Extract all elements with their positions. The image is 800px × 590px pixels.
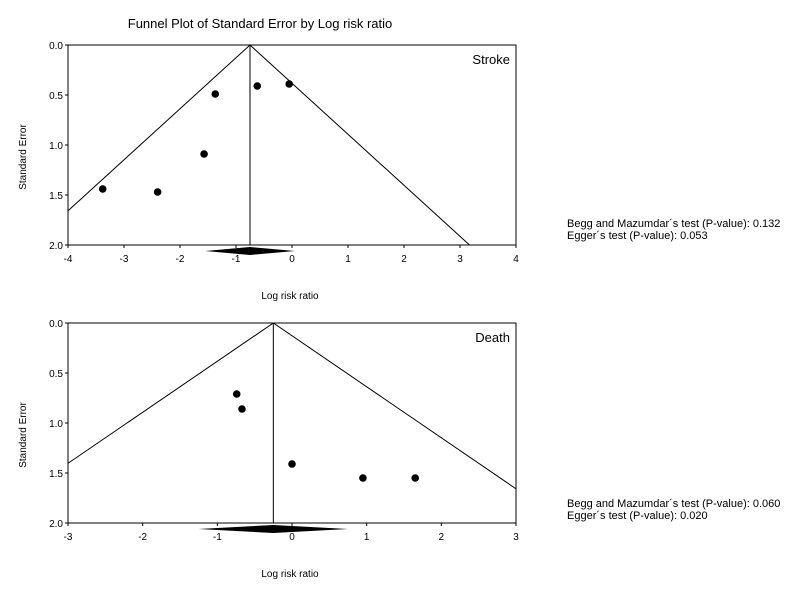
y-tick-label: 1.0 [49,419,63,430]
y-axis-label: Standard Error [18,402,29,468]
y-tick-label: 0.5 [49,369,63,380]
x-tick-label: 2 [401,254,407,265]
x-tick-label: -2 [176,254,185,265]
begg-test-death: Begg and Mazumdar´s test (P-value): 0.06… [567,498,781,510]
study-point [285,80,294,88]
y-tick-label: 1.5 [49,191,63,202]
x-tick-label: -3 [120,254,129,265]
study-point [253,82,262,90]
study-point [411,474,420,482]
study-point [98,185,107,193]
pooled-diamond [205,247,295,255]
panel-label: Death [475,330,510,345]
stats-stroke: Begg and Mazumdar´s test (P-value): 0.13… [567,218,780,242]
begg-test-stroke: Begg and Mazumdar´s test (P-value): 0.13… [567,218,781,230]
study-point [200,150,208,158]
study-point [211,90,220,98]
funnel-right-line [249,45,470,245]
y-tick-label: 1.5 [49,469,63,480]
x-tick-label: 0 [289,532,295,543]
funnel-left-line [68,323,274,464]
x-tick-label: 1 [364,532,370,543]
y-tick-label: 2.0 [49,241,63,252]
x-tick-label: -2 [138,532,147,543]
plot-frame [67,322,517,524]
stats-death: Begg and Mazumdar´s test (P-value): 0.06… [567,498,780,522]
study-point [288,460,296,468]
x-tick-label: 4 [513,254,519,265]
funnel-right-line [273,323,516,490]
y-tick-label: 0.5 [49,91,63,102]
x-tick-label: -1 [213,532,222,543]
x-axis-label: Log risk ratio [261,291,319,302]
x-tick-label: -1 [232,254,241,265]
egger-test-stroke: Egger´s test (P-value): 0.053 [567,230,708,242]
x-axis-label: Log risk ratio [261,569,319,580]
y-tick-label: 0.0 [49,41,63,52]
pooled-diamond [198,525,348,533]
y-tick-label: 2.0 [49,519,63,530]
plot-frame [67,44,517,246]
panel-label: Stroke [472,52,510,67]
x-tick-label: 0 [289,254,295,265]
y-axis-label: Standard Error [18,124,29,190]
x-tick-label: -4 [64,254,73,265]
x-tick-label: 1 [345,254,351,265]
study-point [238,405,246,413]
study-point [232,390,241,398]
funnel-left-line [68,45,251,212]
study-point [359,474,367,482]
chart-title: Funnel Plot of Standard Error by Log ris… [127,16,393,31]
y-tick-label: 1.0 [49,141,63,152]
x-tick-label: 3 [513,532,519,543]
x-tick-label: 2 [439,532,445,543]
x-tick-label: 3 [457,254,463,265]
y-tick-label: 0.0 [49,319,63,330]
study-point [153,188,162,196]
egger-test-death: Egger´s test (P-value): 0.020 [567,510,708,522]
x-tick-label: -3 [64,532,73,543]
